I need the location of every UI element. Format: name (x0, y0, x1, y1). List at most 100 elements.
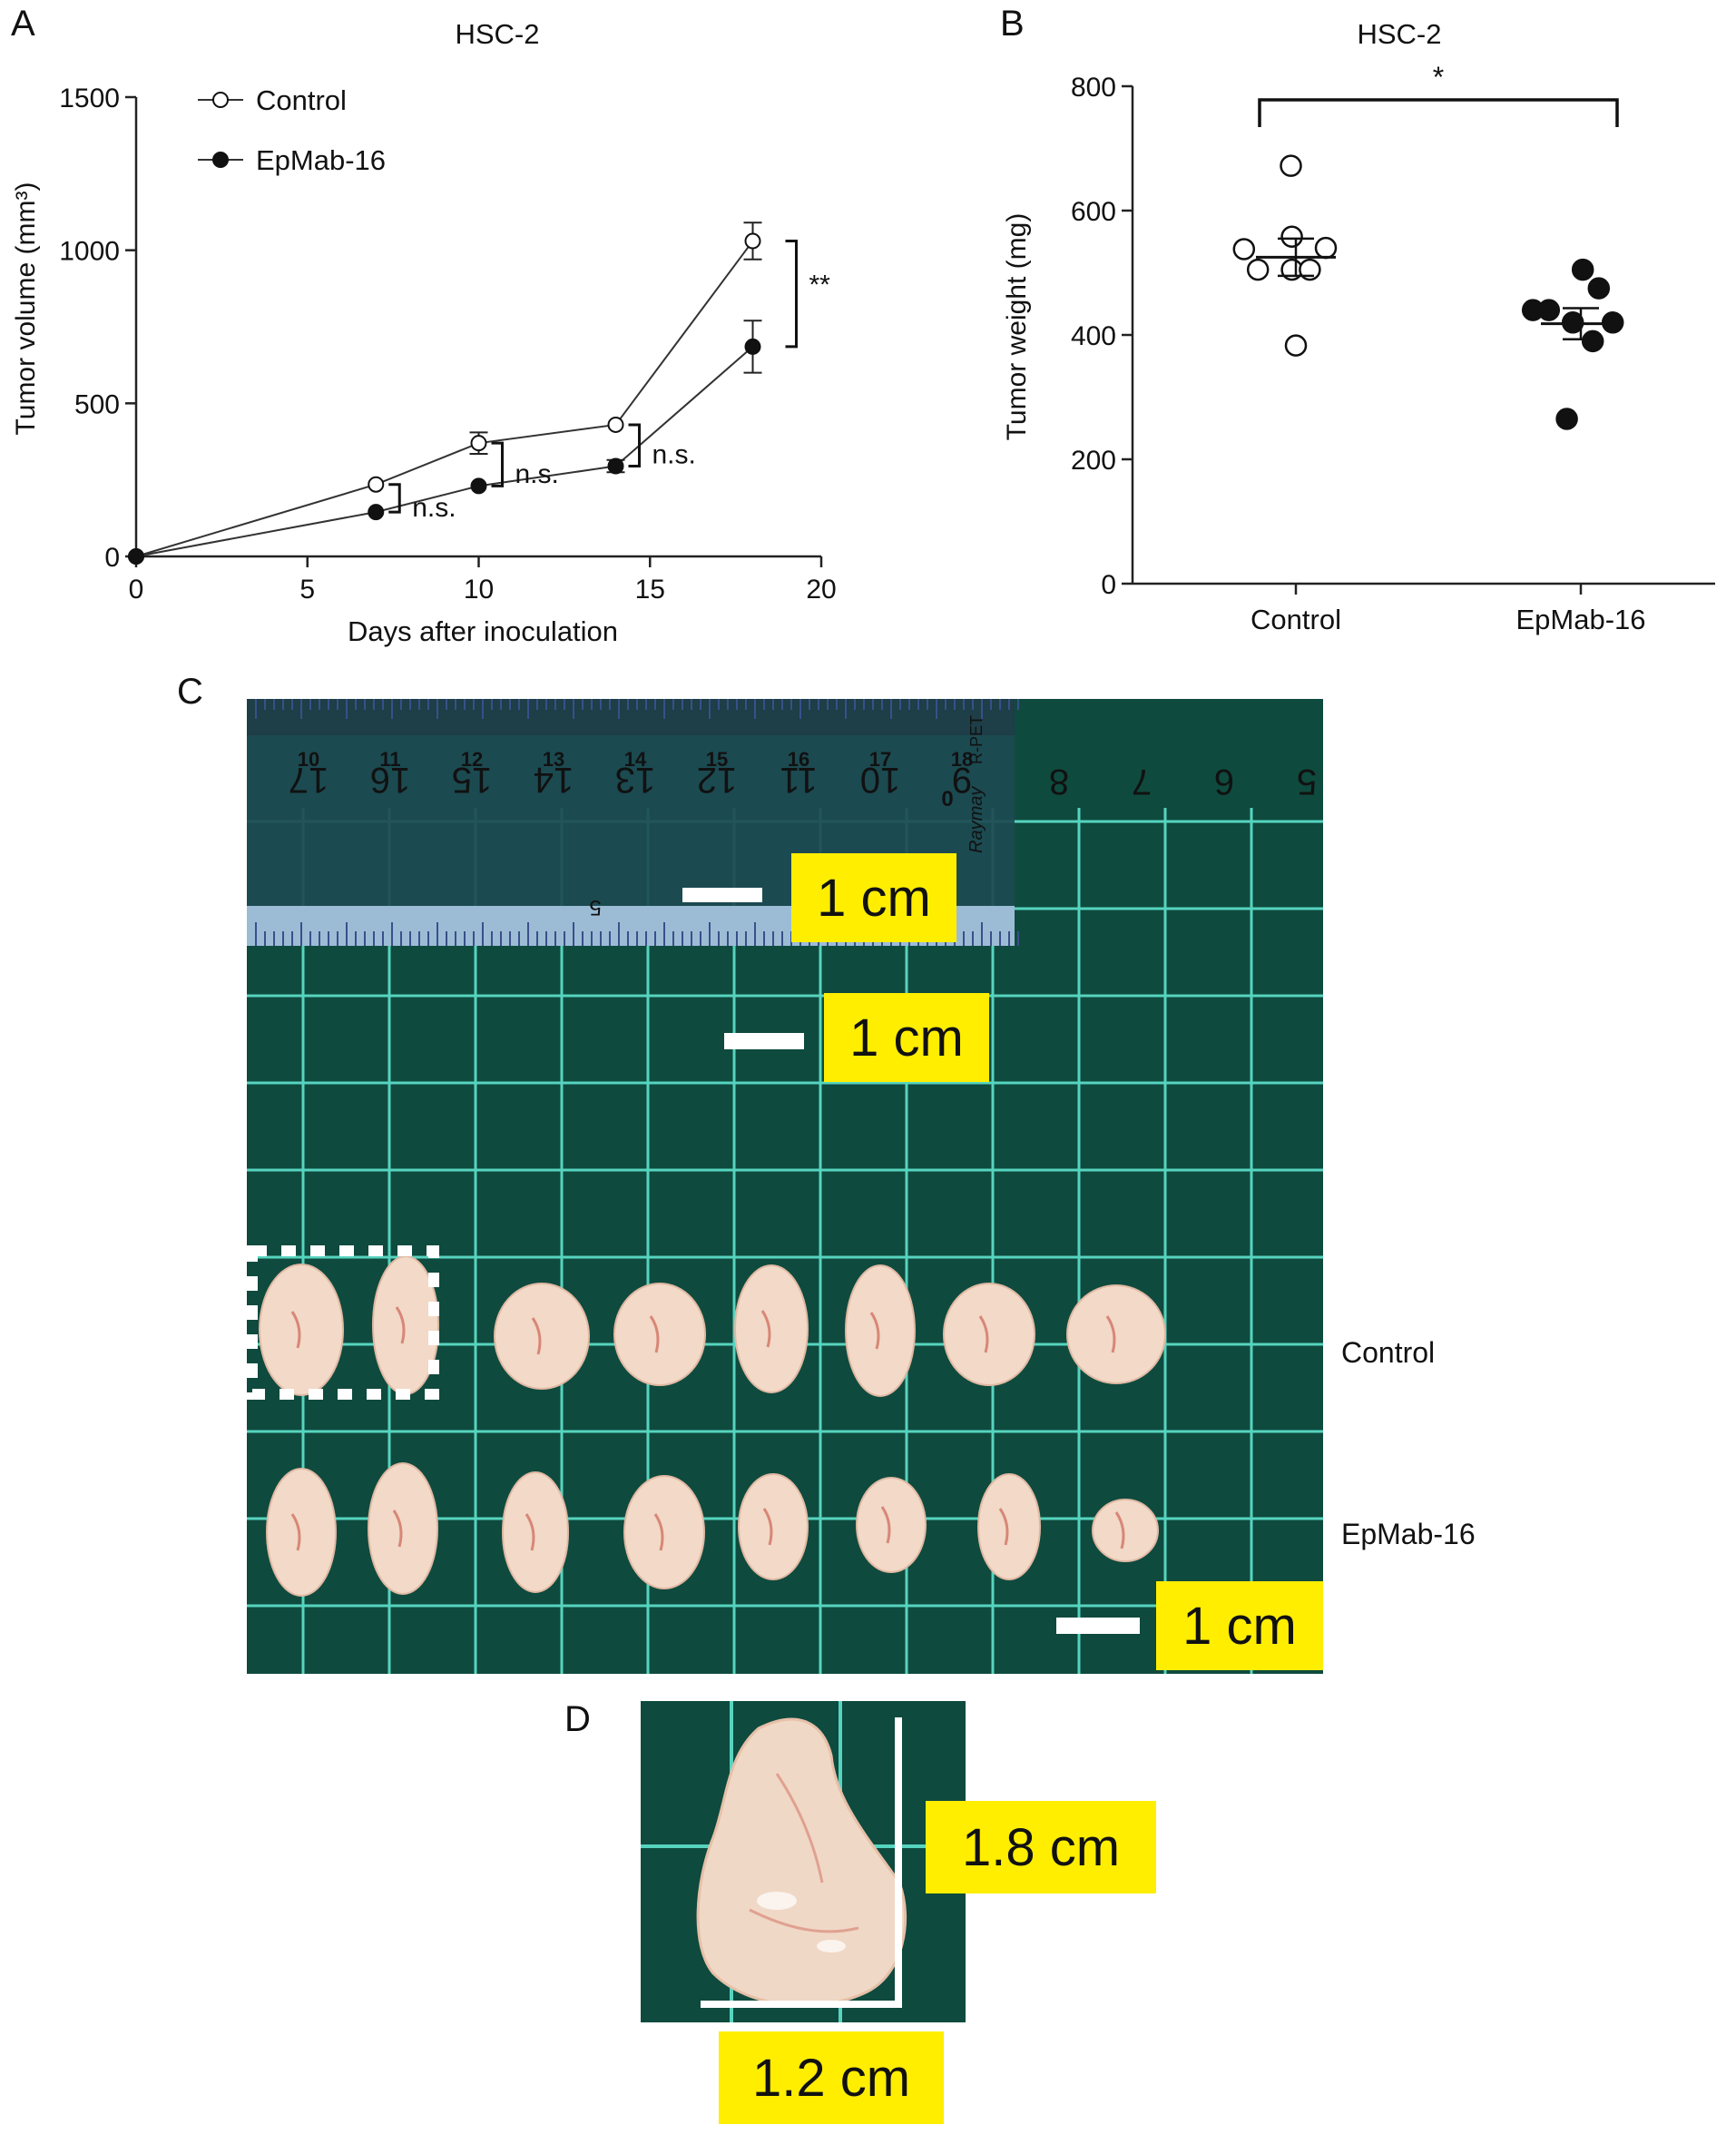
tumor-vessel (1114, 1511, 1125, 1549)
chart-a-x-tick-label: 0 (129, 575, 144, 605)
chart-b-data-point (1246, 258, 1270, 281)
chart-b-data-point (1280, 154, 1302, 177)
panel-a-letter: A (11, 4, 35, 44)
chart-b-data-point (1284, 334, 1308, 357)
row-label-control: Control (1341, 1336, 1436, 1369)
tumor-weight-dot-plot: HSC-2 Tumor weight (mg) 0 200 400 600 800 Con… (1002, 18, 1715, 635)
panel-b-letter: B (1000, 4, 1025, 44)
ruler-top-number: 18 (951, 748, 973, 771)
chart-b-significance-bracket (1258, 98, 1619, 127)
tumor-vessel (649, 1315, 660, 1353)
mat-number: 5 (1297, 762, 1317, 802)
scale-label-tumors: 1 cm (1156, 1581, 1323, 1670)
tumor-vessel (290, 1513, 301, 1551)
chart-b-y-tick-label: 0 (1101, 570, 1116, 600)
chart-a-y-tick-label: 0 (104, 543, 120, 573)
ruler-bottom-number: 12 (697, 760, 738, 800)
chart-a-significance-bracket (628, 423, 641, 467)
chart-a-data-point (744, 232, 761, 250)
chart-a-significance-label: n.s. (412, 493, 456, 523)
chart-a-significance-bracket (491, 441, 504, 487)
chart-a-data-point (607, 416, 624, 433)
chart-a-x-tick-label: 10 (464, 575, 494, 605)
tumor-vessel (869, 1312, 880, 1350)
control-tumor (259, 1264, 344, 1396)
ruler-material: R-PET (967, 715, 986, 764)
chart-b-data-point (1299, 258, 1321, 281)
chart-b-y-tick-label: 800 (1071, 73, 1116, 103)
chart-b-y-tick-label: 600 (1071, 197, 1116, 227)
chart-b-data-point (1280, 225, 1303, 249)
enlarged-tumor-photo (641, 1701, 966, 2022)
chart-a-y-tick-label: 1000 (59, 237, 120, 267)
tumor-vessel (998, 1508, 1009, 1546)
control-tumor (845, 1264, 916, 1397)
epmab16-tumor (623, 1475, 705, 1589)
panel-d-letter: D (564, 1699, 591, 1739)
chart-b-data-point (1581, 329, 1604, 353)
chart-b-y-tick-label: 200 (1071, 446, 1116, 476)
ruler-mid-number: 5 (589, 895, 601, 920)
chart-a-data-point (470, 477, 487, 495)
tumor-vessel (525, 1513, 535, 1551)
chart-a-data-point (128, 548, 144, 565)
scale-bar-ruler (682, 888, 762, 902)
control-tumor (494, 1283, 590, 1390)
selected-tumor-box (247, 1245, 439, 1400)
chart-a-legend-marker (212, 92, 229, 108)
chart-b-data-point (1571, 258, 1594, 281)
ruler-bottom-number: 14 (534, 760, 574, 800)
scale-label-ruler: 1 cm (791, 853, 956, 942)
tumor-vessel (978, 1315, 989, 1353)
chart-a-significance-bracket (785, 240, 798, 349)
control-tumor (1066, 1284, 1166, 1384)
chart-a-data-point (368, 504, 385, 521)
mat-number: 6 (1214, 762, 1234, 802)
ruler-top-number: 17 (869, 748, 891, 771)
chart-b-significance-label: * (1433, 61, 1444, 93)
chart-a-significance-label: n.s. (515, 459, 559, 489)
scale-bar-mat (724, 1033, 804, 1049)
ruler-top-number: 12 (461, 748, 483, 771)
chart-a-data-point (368, 476, 385, 493)
chart-b-category-label: EpMab-16 (1515, 604, 1645, 635)
chart-a-legend-label: EpMab-16 (256, 144, 386, 176)
chart-b-data-point (1232, 238, 1256, 261)
mat-number: 8 (1049, 762, 1069, 802)
ruler-bottom-number: 9 (952, 760, 972, 800)
height-label: 1.8 cm (926, 1801, 1156, 1893)
ruler-top-number: 15 (706, 748, 728, 771)
epmab16-tumor (266, 1468, 337, 1597)
chart-b-y-tick-label: 400 (1071, 321, 1116, 351)
chart-b-ylabel: Tumor weight (mg) (1002, 213, 1032, 441)
chart-a-title: HSC-2 (455, 18, 539, 50)
ruler-top-number: 10 (298, 748, 319, 771)
epmab16-tumor (738, 1473, 809, 1580)
chart-a-significance-label: n.s. (652, 440, 696, 470)
ruler-brand: Raymay (966, 786, 986, 853)
width-label: 1.2 cm (719, 2031, 944, 2124)
control-tumor (943, 1283, 1035, 1386)
mat-number: 7 (1132, 762, 1152, 802)
tumor-vessel (880, 1506, 891, 1544)
chart-a-ylabel: Tumor volume (mm³) (11, 182, 41, 436)
chart-a-xlabel: Days after inoculation (348, 615, 618, 647)
enlarged-tumor (696, 1717, 907, 2007)
ruler-bottom-number: 17 (289, 760, 329, 800)
chart-a-x-tick-label: 15 (635, 575, 665, 605)
chart-b-data-point (1587, 277, 1611, 300)
epmab16-tumor (977, 1473, 1041, 1580)
chart-a-data-point (744, 338, 761, 355)
scale-label-mat: 1 cm (824, 993, 989, 1082)
ruler-top-number: 14 (624, 748, 647, 771)
control-tumor (613, 1283, 706, 1386)
ruler-top-number: 16 (788, 748, 809, 771)
chart-b-data-point (1555, 408, 1578, 430)
chart-a-significance-label: ** (809, 270, 831, 300)
ruler-bottom-number: 13 (615, 760, 656, 800)
chart-a-x-tick-label: 5 (299, 575, 315, 605)
chart-a-data-point (607, 457, 624, 475)
chart-a-legend-marker (212, 152, 229, 168)
chart-b-data-point (1537, 299, 1561, 321)
